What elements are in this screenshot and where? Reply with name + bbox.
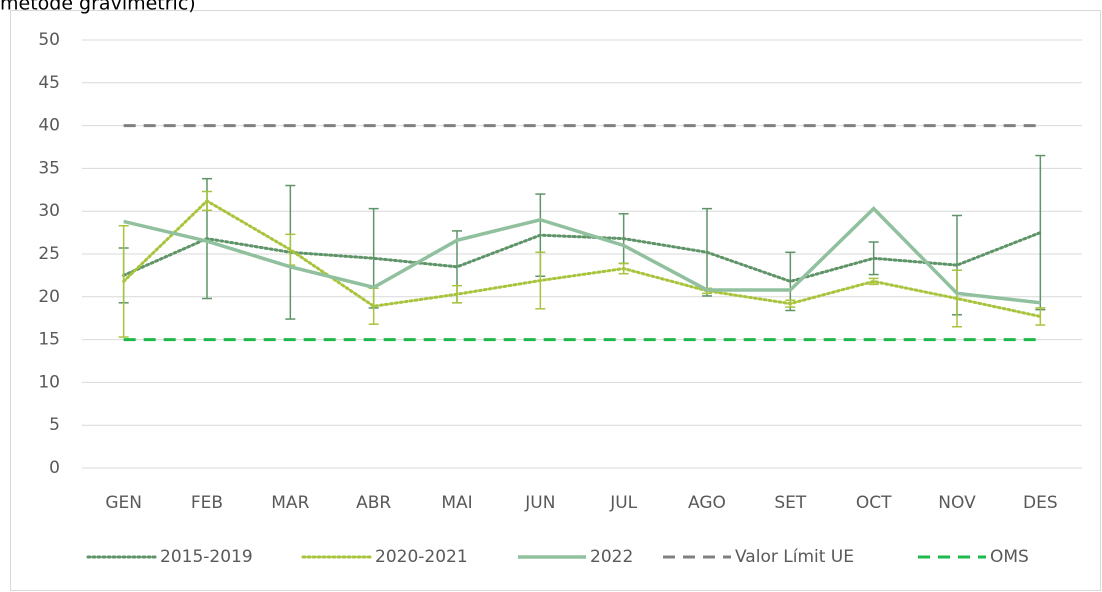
x-tick-label: AGO xyxy=(688,493,726,513)
x-tick-label: JUL xyxy=(609,493,637,513)
series-line xyxy=(122,231,1042,283)
x-tick-label: MAI xyxy=(441,493,472,513)
chart-title: mètode gravimètric) xyxy=(0,0,196,15)
y-tick-label: 10 xyxy=(38,372,60,392)
x-tick-label: JUN xyxy=(524,493,555,513)
legend-label: Valor Límit UE xyxy=(735,547,854,567)
x-tick-label: SET xyxy=(774,493,807,513)
y-tick-label: 15 xyxy=(38,330,60,350)
legend-label: 2015-2019 xyxy=(160,547,253,567)
legend-label: OMS xyxy=(990,547,1029,567)
x-tick-label: OCT xyxy=(856,493,892,513)
y-tick-label: 40 xyxy=(38,116,60,136)
legend-label: 2022 xyxy=(590,547,633,567)
y-tick-label: 50 xyxy=(38,30,60,50)
x-tick-label: NOV xyxy=(938,493,976,513)
x-tick-label: DES xyxy=(1023,493,1058,513)
y-tick-label: 5 xyxy=(49,415,60,435)
x-tick-label: GEN xyxy=(105,493,142,513)
x-tick-label: FEB xyxy=(191,493,223,513)
y-tick-label: 20 xyxy=(38,287,60,307)
y-tick-label: 0 xyxy=(49,458,60,478)
legend-label: 2020-2021 xyxy=(375,547,468,567)
y-tick-label: 45 xyxy=(38,73,60,93)
y-tick-label: 25 xyxy=(38,244,60,264)
series-line xyxy=(122,199,1042,318)
chart-frame xyxy=(10,10,1101,591)
y-tick-label: 30 xyxy=(38,201,60,221)
series-line xyxy=(123,206,1041,305)
x-tick-label: ABR xyxy=(356,493,391,513)
x-tick-label: MAR xyxy=(271,493,309,513)
y-tick-label: 35 xyxy=(38,158,60,178)
